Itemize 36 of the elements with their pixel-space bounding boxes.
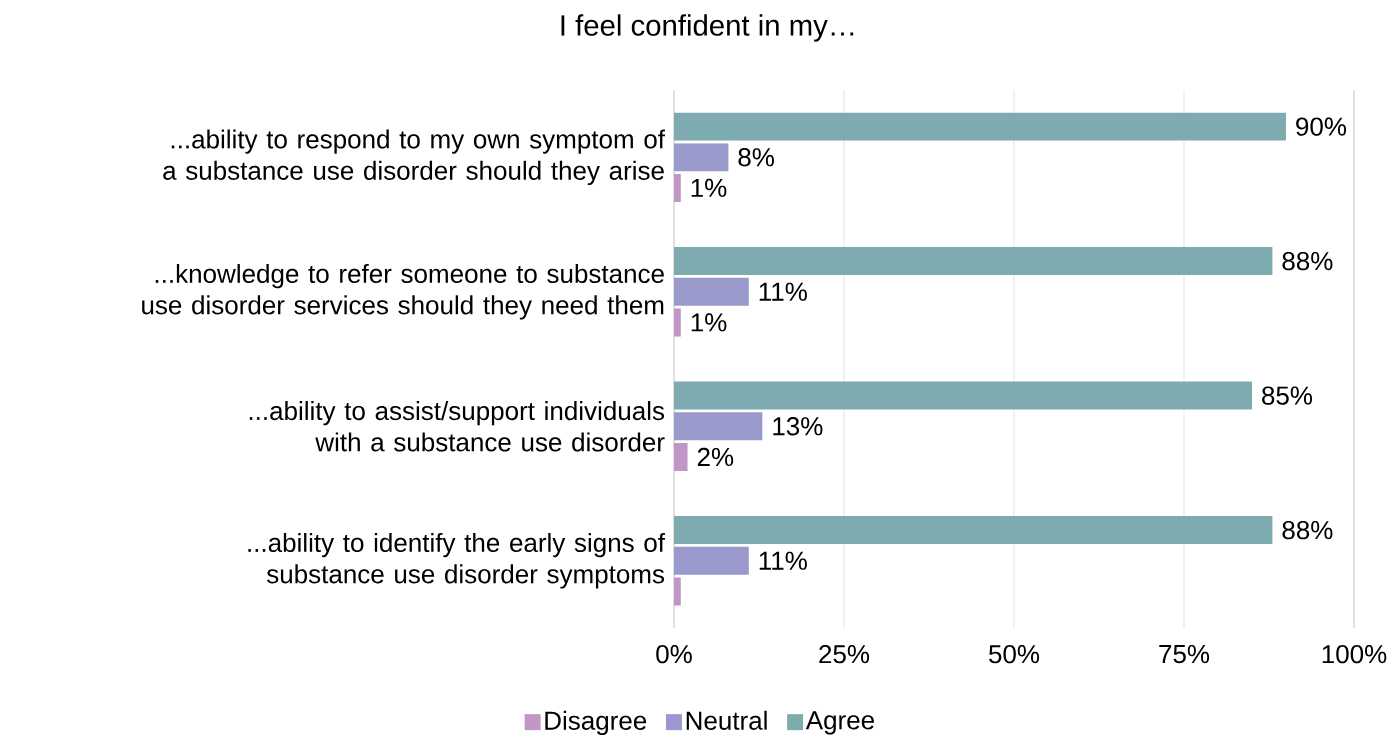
x-tick-label: 50% — [989, 644, 1040, 664]
bar — [674, 516, 1273, 545]
bar — [674, 143, 729, 172]
x-tick-label: 25% — [819, 644, 870, 664]
data-label: 85% — [1262, 386, 1313, 405]
data-label: 11% — [759, 551, 807, 570]
bar — [674, 173, 681, 202]
legend-label: Neutral — [686, 710, 767, 730]
bar — [674, 308, 681, 337]
data-label: 1% — [691, 313, 727, 332]
data-label: 88% — [1282, 251, 1333, 271]
legend-label: Disagree — [545, 710, 647, 736]
bar — [674, 247, 1273, 276]
bar — [674, 577, 681, 606]
y-tick-label: ...knowledge to refer someone to substance use disorder services should they need them — [142, 263, 664, 320]
x-tick-label: 0% — [656, 644, 692, 664]
data-label: 1% — [691, 178, 727, 198]
y-tick-label: ...ability to assist/support individuals with a substance use disorder — [249, 401, 665, 452]
bar — [674, 546, 749, 575]
data-label: 8% — [738, 148, 774, 167]
data-label: 2% — [697, 447, 734, 467]
data-label: 88% — [1282, 520, 1333, 540]
bar — [674, 442, 688, 471]
x-tick-label: 100% — [1322, 644, 1387, 664]
data-label: 11% — [759, 282, 807, 301]
legend-label: Agree — [805, 711, 874, 735]
data-label: 13% — [773, 417, 823, 436]
data-label: 90% — [1296, 117, 1347, 136]
y-tick-label: ...ability to identify the early signs of substance use disorder symptoms — [248, 532, 666, 589]
x-tick-label: 75% — [1159, 644, 1210, 664]
bar — [674, 412, 763, 441]
bar — [674, 112, 1286, 141]
y-tick-label: ...ability to respond to my own symptom of a substance use disorder should they arise — [163, 129, 666, 186]
bar — [674, 277, 749, 306]
chart-title: I feel confident in my… — [561, 14, 854, 42]
bar — [674, 381, 1252, 410]
